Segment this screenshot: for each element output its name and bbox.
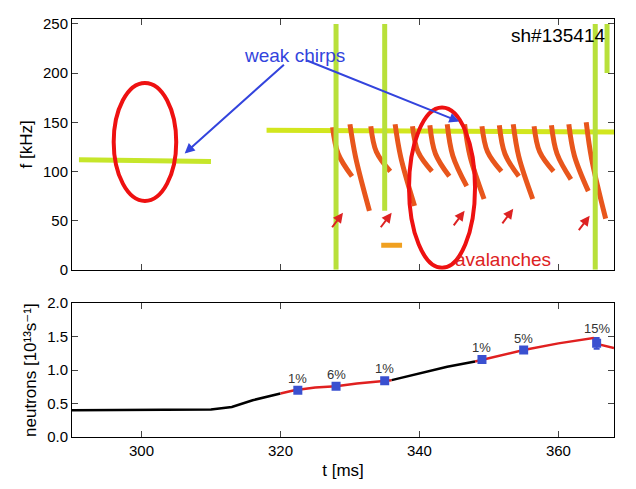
- svg-text:0: 0: [60, 261, 68, 278]
- svg-text:2.0: 2.0: [47, 294, 68, 311]
- svg-text:1.0: 1.0: [47, 361, 68, 378]
- svg-text:sh#135414: sh#135414: [511, 25, 605, 46]
- svg-text:15%: 15%: [584, 321, 610, 336]
- svg-text:f [kHz]: f [kHz]: [17, 120, 36, 168]
- svg-text:320: 320: [268, 442, 293, 459]
- svg-text:1%: 1%: [375, 361, 394, 376]
- svg-text:50: 50: [51, 212, 68, 229]
- svg-text:1%: 1%: [472, 340, 491, 355]
- svg-text:avalanches: avalanches: [455, 249, 551, 270]
- svg-text:100: 100: [43, 163, 68, 180]
- svg-text:1%: 1%: [288, 371, 307, 386]
- svg-text:weak chirps: weak chirps: [244, 45, 345, 66]
- svg-text:0.0: 0.0: [47, 428, 68, 445]
- svg-text:360: 360: [546, 442, 571, 459]
- svg-text:340: 340: [407, 442, 432, 459]
- svg-text:t [ms]: t [ms]: [322, 461, 364, 480]
- svg-text:1.5: 1.5: [47, 328, 68, 345]
- svg-text:200: 200: [43, 64, 68, 81]
- svg-text:6%: 6%: [327, 367, 346, 382]
- svg-text:5%: 5%: [514, 331, 533, 346]
- svg-text:250: 250: [43, 15, 68, 32]
- svg-text:neutrons [10¹³s⁻¹]: neutrons [10¹³s⁻¹]: [21, 303, 40, 437]
- svg-text:150: 150: [43, 114, 68, 131]
- svg-text:0.5: 0.5: [47, 395, 68, 412]
- svg-text:300: 300: [129, 442, 154, 459]
